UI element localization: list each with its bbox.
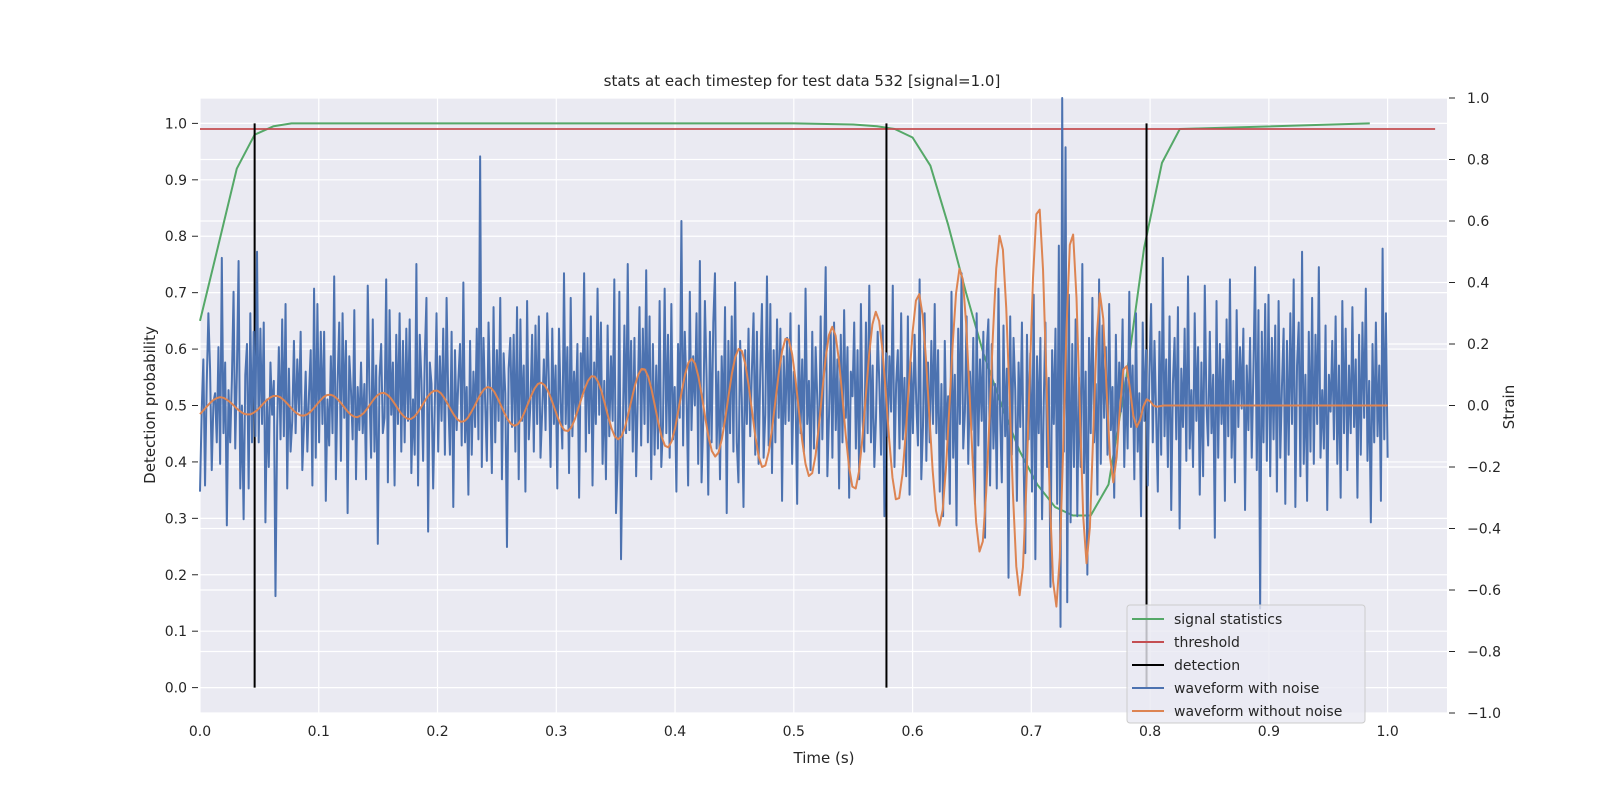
y-tick-label: 0.7 bbox=[165, 286, 187, 302]
right-tick-label: 0.4 bbox=[1467, 276, 1489, 292]
x-tick-label: 0.3 bbox=[545, 724, 567, 740]
x-axis-ticks: 0.0 0.1 0.2 0.3 0.4 0.5 0.6 0.7 0.8 0.9 1.0 bbox=[189, 724, 1399, 740]
x-tick-label: 0.2 bbox=[426, 724, 448, 740]
legend-label-threshold: threshold bbox=[1174, 635, 1240, 651]
y-tick-label: 0.9 bbox=[165, 173, 187, 189]
x-tick-label: 0.8 bbox=[1139, 724, 1161, 740]
right-tick-label: −0.8 bbox=[1467, 645, 1501, 661]
right-tick-label: −0.4 bbox=[1467, 522, 1501, 538]
x-tick-label: 0.4 bbox=[664, 724, 686, 740]
right-tick-label: 1.0 bbox=[1467, 91, 1489, 107]
right-tick-label: −1.0 bbox=[1467, 706, 1501, 722]
series-layer bbox=[199, 97, 1436, 688]
y-tick-label: 0.6 bbox=[165, 342, 187, 358]
right-tick-label: 0.6 bbox=[1467, 214, 1489, 230]
chart-title: stats at each timestep for test data 532… bbox=[604, 72, 1001, 90]
legend-frame bbox=[1126, 604, 1366, 724]
x-tick-label: 0.6 bbox=[901, 724, 923, 740]
y-tick-label: 1.0 bbox=[165, 116, 187, 132]
y-axis-ticks: 0.0 0.1 0.2 0.3 0.4 0.5 0.6 0.7 0.8 0.9 1.0 bbox=[165, 116, 198, 697]
x-axis-label: Time (s) bbox=[793, 749, 855, 767]
right-tick-label: 0.2 bbox=[1467, 337, 1489, 353]
right-tick-label: 0.0 bbox=[1467, 399, 1489, 415]
legend-label-signal-statistics: signal statistics bbox=[1174, 612, 1282, 628]
x-tick-label: 0.1 bbox=[308, 724, 330, 740]
right-tick-label: −0.2 bbox=[1467, 460, 1501, 476]
y-axis-label: Detection probability bbox=[141, 326, 159, 484]
y-tick-label: 0.3 bbox=[165, 511, 187, 527]
x-tick-label: 0.7 bbox=[1020, 724, 1042, 740]
legend-label-waveform-with-noise: waveform with noise bbox=[1174, 681, 1319, 697]
y-tick-label: 0.1 bbox=[165, 624, 187, 640]
y-tick-label: 0.2 bbox=[165, 568, 187, 584]
y-tick-label: 0.5 bbox=[165, 399, 187, 415]
legend: signal statistics threshold detection wa… bbox=[1126, 604, 1366, 724]
right-axis-ticks: 1.0 0.8 0.6 0.4 0.2 0.0 −0.2 −0.4 −0.6 −0.8 −1.0 bbox=[1449, 91, 1501, 722]
legend-label-waveform-without-noise: waveform without noise bbox=[1174, 704, 1342, 720]
right-tick-label: 0.8 bbox=[1467, 153, 1489, 169]
y-tick-label: 0.8 bbox=[165, 229, 187, 245]
right-tick-label: −0.6 bbox=[1467, 583, 1501, 599]
x-tick-label: 0.9 bbox=[1258, 724, 1280, 740]
right-axis-label: Strain bbox=[1500, 385, 1518, 429]
x-tick-label: 0.5 bbox=[783, 724, 805, 740]
series-waveform-without-noise bbox=[199, 208, 1388, 608]
y-tick-label: 0.4 bbox=[165, 455, 187, 471]
x-tick-label: 1.0 bbox=[1376, 724, 1398, 740]
y-tick-label: 0.0 bbox=[165, 681, 187, 697]
legend-label-detection: detection bbox=[1174, 658, 1240, 674]
x-tick-label: 0.0 bbox=[189, 724, 211, 740]
